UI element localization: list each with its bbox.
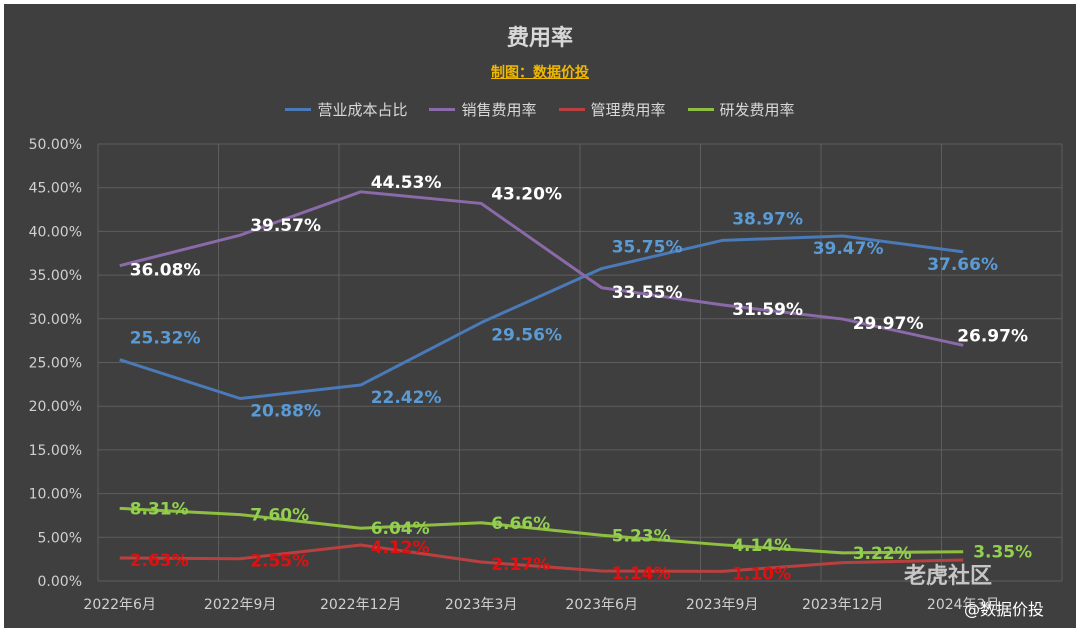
data-label: 26.97% bbox=[957, 326, 1028, 346]
data-label: 33.55% bbox=[612, 283, 683, 303]
watermark-logo: 老虎社区 bbox=[904, 564, 993, 589]
legend-swatch bbox=[285, 108, 312, 111]
legend-item: 销售费用率 bbox=[429, 99, 537, 120]
series-line-0 bbox=[119, 234, 964, 401]
data-label: 20.88% bbox=[250, 402, 321, 422]
legend-item: 研发费用率 bbox=[687, 99, 795, 120]
y-tick-label: 0.00% bbox=[38, 574, 82, 590]
x-tick-label: 2022年9月 bbox=[204, 597, 277, 613]
data-label: 3.22% bbox=[853, 544, 912, 564]
data-label: 2.55% bbox=[250, 552, 309, 572]
x-tick-label: 2023年3月 bbox=[445, 597, 518, 613]
legend-label: 营业成本占比 bbox=[317, 101, 408, 119]
series-line-1 bbox=[119, 190, 964, 347]
series-line-2 bbox=[119, 543, 964, 573]
y-tick-label: 30.00% bbox=[29, 312, 82, 328]
legend-label: 研发费用率 bbox=[719, 101, 795, 119]
chart-subtitle: 制图：数据价投 bbox=[491, 65, 589, 81]
data-label: 25.32% bbox=[130, 329, 201, 349]
x-tick-label: 2023年9月 bbox=[686, 597, 759, 613]
legend-label: 销售费用率 bbox=[461, 101, 537, 119]
legend-item: 管理费用率 bbox=[558, 99, 666, 120]
chart-frame bbox=[4, 4, 1076, 628]
legend-swatch bbox=[687, 108, 714, 111]
x-tick-label: 2023年12月 bbox=[802, 597, 883, 613]
x-tick-label: 2023年6月 bbox=[565, 597, 638, 613]
data-label: 4.12% bbox=[371, 538, 430, 558]
x-tick-label: 2022年12月 bbox=[320, 597, 401, 613]
data-label: 5.23% bbox=[612, 526, 671, 546]
data-label: 39.57% bbox=[250, 216, 321, 236]
data-label: 29.56% bbox=[491, 326, 562, 346]
y-tick-label: 40.00% bbox=[29, 224, 82, 240]
legend-swatch bbox=[429, 108, 456, 111]
data-label: 2.17% bbox=[491, 555, 550, 575]
data-label: 1.14% bbox=[612, 564, 671, 584]
y-tick-label: 25.00% bbox=[29, 356, 82, 372]
data-label: 37.66% bbox=[927, 255, 998, 275]
watermark-author: @数据价投 bbox=[964, 600, 1045, 619]
y-tick-label: 10.00% bbox=[29, 487, 82, 503]
data-label: 44.53% bbox=[371, 173, 442, 193]
y-tick-label: 20.00% bbox=[29, 399, 82, 415]
y-tick-label: 5.00% bbox=[38, 530, 82, 546]
data-label: 4.14% bbox=[732, 536, 791, 556]
x-tick-label: 2024年3月 bbox=[927, 597, 1000, 613]
data-label: 29.97% bbox=[853, 314, 924, 334]
legend-swatch bbox=[558, 108, 585, 111]
data-label: 3.35% bbox=[973, 543, 1032, 563]
chart-title: 费用率 bbox=[506, 26, 573, 51]
y-tick-label: 45.00% bbox=[29, 181, 82, 197]
data-label: 2.63% bbox=[130, 551, 189, 571]
data-label: 8.31% bbox=[130, 499, 189, 519]
legend-item: 营业成本占比 bbox=[285, 99, 407, 120]
data-label: 38.97% bbox=[732, 209, 803, 229]
data-label: 43.20% bbox=[491, 184, 562, 204]
data-label: 6.04% bbox=[371, 519, 430, 539]
y-tick-label: 50.00% bbox=[29, 137, 82, 153]
y-tick-label: 35.00% bbox=[29, 268, 82, 284]
series-line-3 bbox=[119, 506, 964, 555]
data-label: 39.47% bbox=[813, 239, 884, 259]
data-label: 1.10% bbox=[732, 564, 791, 584]
x-tick-label: 2022年6月 bbox=[83, 597, 156, 613]
data-label: 36.08% bbox=[130, 261, 201, 281]
data-label: 7.60% bbox=[250, 506, 309, 526]
data-label: 6.66% bbox=[491, 514, 550, 534]
y-tick-label: 15.00% bbox=[29, 443, 82, 459]
data-label: 35.75% bbox=[612, 238, 683, 258]
data-label: 22.42% bbox=[371, 388, 442, 408]
data-label: 31.59% bbox=[732, 300, 803, 320]
legend-label: 管理费用率 bbox=[590, 101, 666, 119]
chart-legend: 营业成本占比 销售费用率 管理费用率 研发费用率 bbox=[0, 99, 1080, 120]
